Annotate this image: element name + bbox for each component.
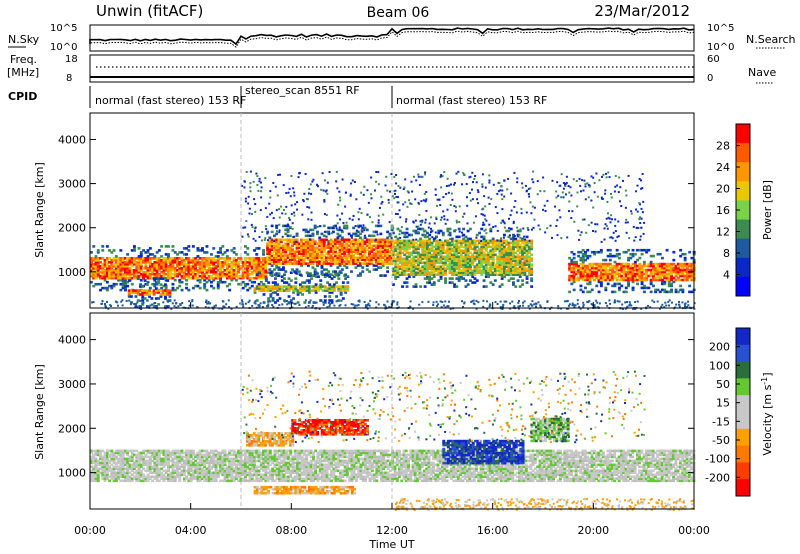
velocity-colorbar-tick-5: -50 — [712, 434, 730, 447]
power-colorbar-swatch-1 — [736, 143, 750, 163]
velocity-colorbar-swatch-5 — [736, 412, 750, 430]
freq-left-tick-bottom: 8 — [66, 73, 72, 84]
power-colorbar-tick-6: 4 — [723, 269, 730, 282]
velocity-echo-region-4 — [253, 485, 357, 495]
velocity-colorbar-swatch-3 — [736, 378, 750, 396]
power-panel: Slant Range [km] 1000 2000 3000 4000 — [33, 112, 696, 310]
velocity-colorbar-swatch-0 — [736, 328, 750, 346]
freq-label-line1: Freq. — [10, 53, 37, 66]
freq-left-tick-top: 18 — [65, 54, 78, 65]
cpid-segment-1: normal (fast stereo) 153 RF — [95, 94, 246, 107]
noise-left-tick-bottom: 10^0 — [50, 42, 77, 53]
velocity-ytick-label-1: 2000 — [58, 422, 86, 435]
power-ytick-label-2: 3000 — [58, 178, 86, 191]
x-tick-label-5: 20:00 — [577, 524, 609, 537]
x-tick-label-2: 08:00 — [275, 524, 307, 537]
power-colorbar-swatch-2 — [736, 162, 750, 182]
cpid-segment-2: stereo_scan 8551 RF — [245, 84, 360, 97]
noise-panel: N.Sky 10^5 10^0 10^5 10^0 N.Search — [8, 23, 796, 53]
velocity-colorbar-swatch-7 — [736, 445, 750, 463]
power-ytick-label-3: 4000 — [58, 133, 86, 146]
x-axis-label: Time UT — [368, 538, 414, 551]
freq-label-line2: [MHz] — [7, 66, 39, 79]
velocity-colorbar-swatch-4 — [736, 395, 750, 413]
date-title: 23/Mar/2012 — [594, 2, 690, 20]
x-tick-label-3: 12:00 — [376, 524, 408, 537]
velocity-echo-region-3 — [442, 439, 525, 465]
velocity-ytick-label-3: 4000 — [58, 334, 86, 347]
velocity-ytick-label-2: 3000 — [58, 378, 86, 391]
velocity-colorbar-swatch-9 — [736, 479, 750, 497]
velocity-colorbar-swatch-8 — [736, 462, 750, 480]
cpid-label: CPID — [8, 90, 37, 103]
power-colorbar-swatch-7 — [736, 257, 750, 278]
cpid-row: CPID normal (fast stereo) 153 RF stereo_… — [8, 84, 547, 108]
x-axis-ticks: 00:00 04:00 08:00 12:00 16:00 20:00 00:00 — [74, 302, 710, 537]
power-colorbar-tick-4: 12 — [716, 226, 730, 239]
freq-right-tick-bottom: 0 — [707, 73, 713, 84]
noise-sky-trace — [89, 27, 695, 46]
noise-sky-label: N.Sky — [8, 33, 40, 46]
x-tick-label-4: 16:00 — [477, 524, 509, 537]
power-colorbar-tick-3: 16 — [716, 204, 730, 217]
velocity-ylabel: Slant Range [km] — [33, 364, 46, 460]
power-echo-region-2 — [392, 227, 534, 288]
beam-title: Beam 06 — [367, 5, 430, 21]
velocity-colorbar-swatch-1 — [736, 344, 750, 363]
velocity-panel: Slant Range [km] 1000 2000 3000 4000 — [33, 312, 696, 511]
power-ylabel: Slant Range [km] — [33, 162, 46, 258]
power-colorbar-tick-0: 28 — [716, 140, 730, 153]
velocity-colorbar-tick-6: -100 — [705, 453, 730, 466]
power-ytick-label-0: 1000 — [58, 266, 86, 279]
velocity-colorbar-tick-2: 50 — [716, 378, 730, 391]
velocity-colorbar-tick-3: 15 — [716, 397, 730, 410]
x-tick-label-0: 00:00 — [74, 524, 106, 537]
power-colorbar-label: Power [dB] — [761, 180, 774, 240]
velocity-colorbar-swatch-6 — [736, 428, 750, 447]
velocity-colorbar-label: Velocity [m s-1] — [760, 372, 774, 455]
power-colorbar: 28 24 20 16 12 8 4 — [716, 123, 751, 297]
power-colorbar-swatch-3 — [736, 181, 750, 201]
power-echo-region-0 — [90, 245, 268, 292]
power-colorbar-tick-1: 24 — [716, 161, 730, 174]
freq-panel: Freq. [MHz] 18 8 60 0 Nave — [7, 53, 776, 84]
velocity-colorbar-tick-7: -200 — [705, 471, 730, 484]
velocity-colorbar-tick-4: -15 — [712, 415, 730, 428]
velocity-colorbar: 200 100 50 15 -15 -50 -100 -200 — [705, 327, 751, 497]
station-title: Unwin (fitACF) — [96, 2, 203, 20]
noise-search-label: N.Search — [746, 33, 796, 46]
noise-left-tick-top: 10^5 — [50, 23, 77, 34]
power-colorbar-swatch-6 — [736, 238, 750, 259]
velocity-colorbar-tick-0: 200 — [709, 341, 730, 354]
power-colorbar-swatch-4 — [736, 200, 750, 221]
power-colorbar-swatch-0 — [736, 124, 750, 144]
freq-right-tick-top: 60 — [707, 54, 720, 65]
power-echo-region-1 — [266, 224, 394, 277]
power-colorbar-tick-2: 20 — [716, 183, 730, 196]
velocity-echo-region-1 — [291, 419, 369, 436]
noise-right-tick-top: 10^5 — [707, 23, 734, 34]
velocity-echo-region-0 — [90, 449, 696, 483]
power-colorbar-swatch-8 — [736, 276, 750, 297]
power-ytick-label-1: 2000 — [58, 222, 86, 235]
cpid-segment-3: normal (fast stereo) 153 RF — [396, 94, 547, 107]
power-colorbar-swatch-5 — [736, 219, 750, 240]
x-tick-label-6: 00:00 — [678, 524, 710, 537]
velocity-colorbar-swatch-2 — [736, 361, 750, 379]
velocity-echo-region-2 — [246, 432, 295, 447]
noise-right-tick-bottom: 10^0 — [707, 42, 734, 53]
velocity-colorbar-tick-1: 100 — [709, 359, 730, 372]
power-colorbar-tick-5: 8 — [723, 247, 730, 260]
nave-label: Nave — [748, 66, 776, 79]
x-tick-label-1: 04:00 — [175, 524, 207, 537]
velocity-ytick-label-0: 1000 — [58, 467, 86, 480]
noise-search-trace — [89, 30, 695, 48]
